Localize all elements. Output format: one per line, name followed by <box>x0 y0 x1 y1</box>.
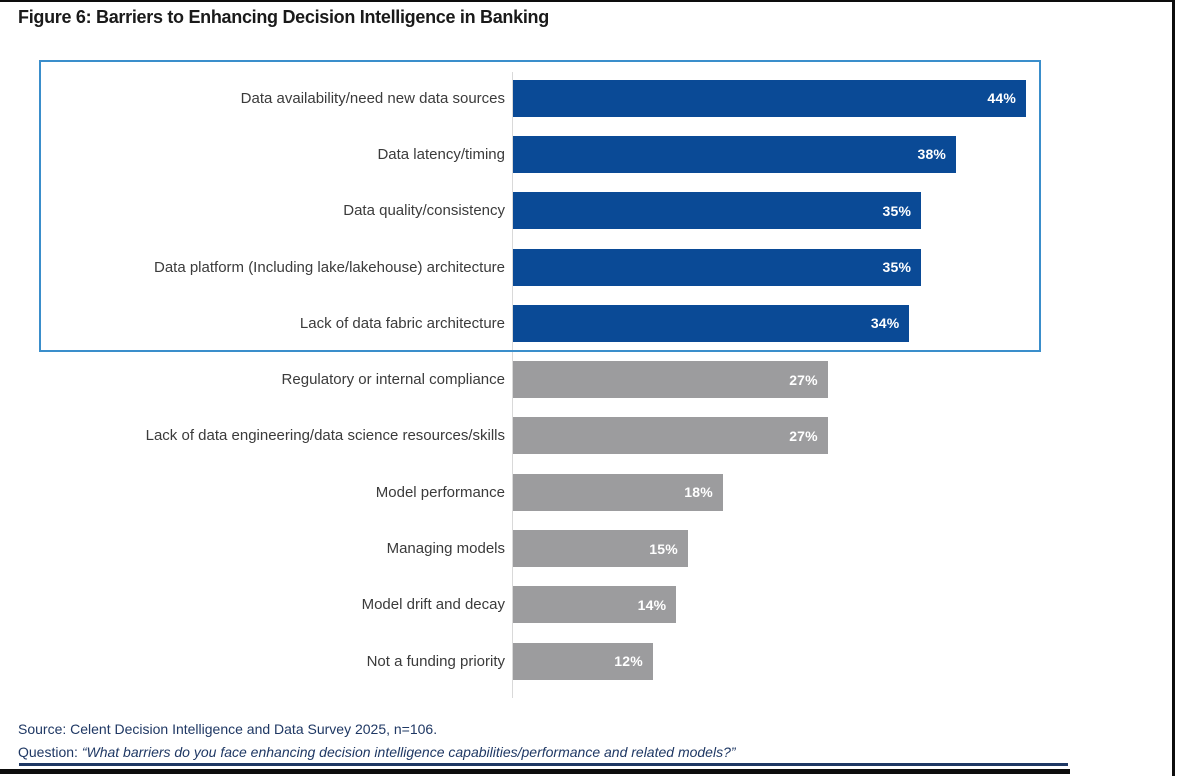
bar-chart: Data availability/need new data sources 4… <box>0 70 1160 689</box>
question-text: “What barriers do you face enhancing dec… <box>81 744 736 760</box>
category-label: Model performance <box>375 483 505 501</box>
bar-value-label: 18% <box>684 484 713 501</box>
bar-track: 27% <box>513 417 1160 455</box>
highlight-box <box>39 60 1041 352</box>
category-label: Regulatory or internal compliance <box>281 371 505 389</box>
bar-row: Managing models 15% <box>0 520 1160 576</box>
bar-track: 18% <box>513 473 1160 511</box>
bar-value-label: 14% <box>637 596 667 613</box>
bar: 12% <box>513 642 653 680</box>
bar-track: 15% <box>513 530 1160 568</box>
source-note: Source: Celent Decision Intelligence and… <box>18 721 438 737</box>
category-label: Lack of data engineering/data science re… <box>145 427 505 445</box>
category-label: Data latency/timing <box>377 145 505 163</box>
bar: 38% <box>513 135 957 173</box>
bar: 44% <box>513 79 1027 117</box>
bar: 35% <box>513 248 922 286</box>
bar: 18% <box>513 473 723 511</box>
category-label: Managing models <box>386 540 505 558</box>
bar-track: 14% <box>513 586 1160 624</box>
category-label: Not a funding priority <box>366 652 505 670</box>
bar-track: 35% <box>513 192 1160 230</box>
category-label: Data availability/need new data sources <box>240 89 505 107</box>
bar-track: 38% <box>513 135 1160 173</box>
bar-value-label: 35% <box>882 259 912 276</box>
bar: 15% <box>513 530 688 568</box>
bar-row: Not a funding priority 12% <box>0 633 1160 689</box>
figure-title: Figure 6: Barriers to Enhancing Decision… <box>18 7 549 27</box>
bar: 35% <box>513 192 922 230</box>
bar-row: Model performance 18% <box>0 464 1160 520</box>
bar-value-label: 44% <box>987 90 1017 107</box>
bar-row: Data latency/timing 38% <box>0 126 1160 182</box>
bar-track: 44% <box>513 79 1160 117</box>
bar: 27% <box>513 361 828 399</box>
bar-value-label: 38% <box>917 146 947 163</box>
category-label: Data platform (Including lake/lakehouse)… <box>153 258 505 276</box>
bar-row: Regulatory or internal compliance 27% <box>0 351 1160 407</box>
bar-track: 12% <box>513 642 1160 680</box>
bottom-border <box>0 769 1070 774</box>
bar-value-label: 27% <box>789 371 818 388</box>
bar-value-label: 27% <box>789 427 818 444</box>
category-label: Data quality/consistency <box>343 202 505 220</box>
bar-track: 34% <box>513 304 1160 342</box>
bar-row: Lack of data fabric architecture 34% <box>0 295 1160 351</box>
bar-value-label: 15% <box>649 540 678 557</box>
category-label: Lack of data fabric architecture <box>299 314 505 332</box>
bar-row: Model drift and decay 14% <box>0 577 1160 633</box>
figure-top-border <box>0 0 1175 2</box>
question-note: Question: “What barriers do you face enh… <box>18 744 736 760</box>
bar-row: Data quality/consistency 35% <box>0 183 1160 239</box>
bar-track: 35% <box>513 248 1160 286</box>
figure-right-border <box>1172 0 1175 776</box>
bar-row: Data platform (Including lake/lakehouse)… <box>0 239 1160 295</box>
bar-value-label: 35% <box>882 202 912 219</box>
bar-row: Lack of data engineering/data science re… <box>0 408 1160 464</box>
bar: 27% <box>513 417 828 455</box>
bar: 14% <box>513 586 677 624</box>
footnote-underline <box>19 763 1068 766</box>
bar-row: Data availability/need new data sources 4… <box>0 70 1160 126</box>
bar-track: 27% <box>513 361 1160 399</box>
bar-value-label: 34% <box>870 315 900 332</box>
category-label: Model drift and decay <box>361 596 505 614</box>
bar-value-label: 12% <box>614 653 643 670</box>
bar: 34% <box>513 304 910 342</box>
y-axis-line <box>512 72 513 698</box>
question-prefix: Question: <box>18 744 82 760</box>
